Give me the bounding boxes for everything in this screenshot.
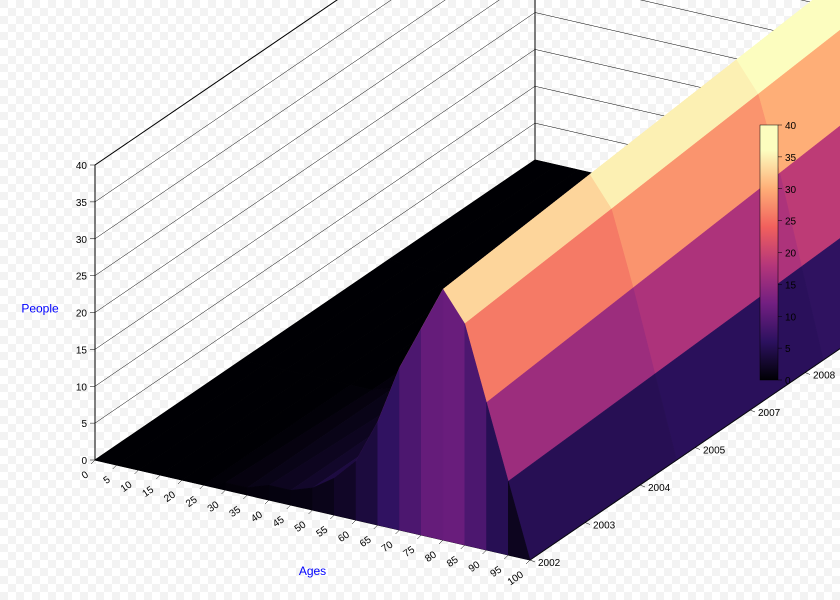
svg-text:35: 35 [785,153,797,164]
x-axis-label: Ages [299,564,326,578]
svg-text:2004: 2004 [648,483,671,494]
svg-text:2002: 2002 [538,558,561,569]
z-axis-label: People [21,302,59,316]
svg-text:20: 20 [76,309,88,320]
svg-text:30: 30 [76,235,88,246]
svg-text:15: 15 [76,345,88,356]
svg-text:10: 10 [785,312,797,323]
svg-text:15: 15 [785,280,797,291]
svg-text:25: 25 [76,272,88,283]
svg-text:2003: 2003 [593,521,616,532]
svg-text:0: 0 [81,456,87,467]
svg-text:20: 20 [785,249,797,260]
svg-text:35: 35 [76,198,88,209]
svg-text:30: 30 [785,185,797,196]
svg-text:2008: 2008 [813,371,836,382]
svg-text:2007: 2007 [758,408,781,419]
svg-text:5: 5 [81,419,87,430]
svg-text:10: 10 [76,382,88,393]
svg-text:0: 0 [785,376,791,387]
plot-svg: 0510152025303540455055606570758085909510… [0,0,840,600]
svg-text:2005: 2005 [703,446,726,457]
svg-text:40: 40 [785,121,797,132]
svg-text:40: 40 [76,161,88,172]
svg-text:5: 5 [785,344,791,355]
svg-text:25: 25 [785,217,797,228]
surface-chart: Number of people by age and year 0510152… [0,0,840,600]
